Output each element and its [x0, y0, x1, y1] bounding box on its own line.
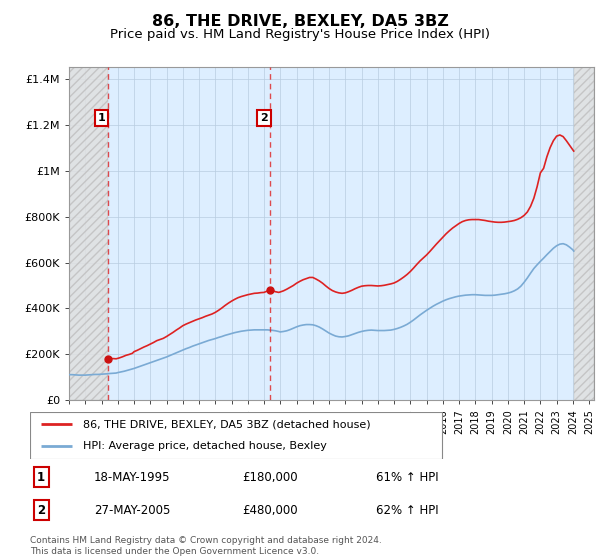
- Text: 61% ↑ HPI: 61% ↑ HPI: [376, 471, 439, 484]
- Bar: [30, 412, 442, 459]
- Text: 27-MAY-2005: 27-MAY-2005: [94, 503, 170, 516]
- Text: Contains HM Land Registry data © Crown copyright and database right 2024.
This d: Contains HM Land Registry data © Crown c…: [30, 536, 382, 556]
- Bar: [69, 67, 107, 400]
- Text: 1: 1: [37, 471, 45, 484]
- Text: 18-MAY-1995: 18-MAY-1995: [94, 471, 170, 484]
- Text: £180,000: £180,000: [242, 471, 298, 484]
- Text: HPI: Average price, detached house, Bexley: HPI: Average price, detached house, Bexl…: [83, 441, 326, 451]
- Bar: [574, 67, 594, 400]
- Text: 1: 1: [97, 113, 105, 123]
- Text: Price paid vs. HM Land Registry's House Price Index (HPI): Price paid vs. HM Land Registry's House …: [110, 28, 490, 41]
- Text: 86, THE DRIVE, BEXLEY, DA5 3BZ (detached house): 86, THE DRIVE, BEXLEY, DA5 3BZ (detached…: [83, 419, 370, 430]
- Text: 62% ↑ HPI: 62% ↑ HPI: [376, 503, 439, 516]
- Text: £480,000: £480,000: [242, 503, 298, 516]
- Text: 86, THE DRIVE, BEXLEY, DA5 3BZ: 86, THE DRIVE, BEXLEY, DA5 3BZ: [152, 14, 448, 29]
- Text: 2: 2: [37, 503, 45, 516]
- Text: 2: 2: [260, 113, 268, 123]
